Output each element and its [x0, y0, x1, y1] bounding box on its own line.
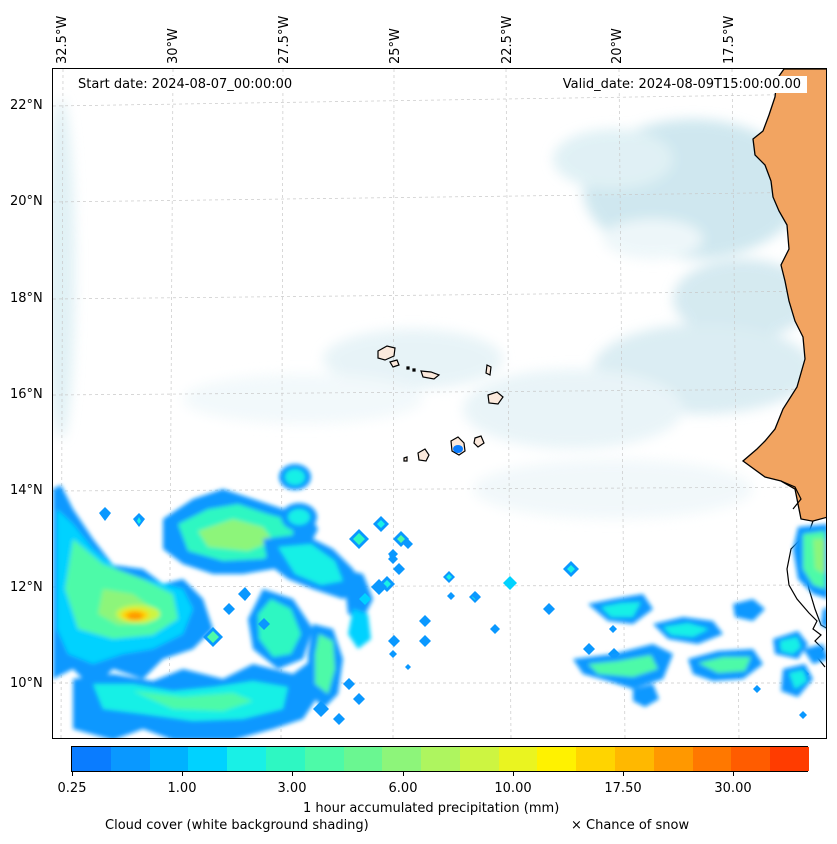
colorbar-step [382, 747, 422, 771]
longitude-label: 20°W [610, 28, 625, 64]
colorbar-tick-mark [182, 772, 183, 776]
colorbar-tick-mark [733, 772, 734, 776]
colorbar-step [149, 747, 189, 771]
colorbar-step [653, 747, 694, 771]
colorbar-tick-mark [623, 772, 624, 776]
precipitation-field [53, 445, 826, 738]
colorbar-step [188, 747, 228, 771]
colorbar-step [692, 747, 732, 771]
colorbar-tick-label: 3.00 [277, 781, 307, 796]
colorbar-step [615, 747, 655, 771]
start-date-label: Start date: 2024-08-07_00:00:00 [72, 76, 299, 93]
latitude-label: 18°N [10, 291, 43, 306]
longitude-label: 32.5°W [55, 15, 70, 64]
longitude-label: 22.5°W [500, 15, 515, 64]
colorbar-tick-label: 17.50 [604, 781, 642, 796]
longitude-label: 27.5°W [277, 15, 292, 64]
cape-verde-islands [377, 345, 504, 462]
colorbar-tick-label: 0.25 [57, 781, 87, 796]
colorbar-step [770, 747, 810, 771]
colorbar-step [731, 747, 771, 771]
colorbar-step [498, 747, 538, 771]
latitude-label: 12°N [10, 580, 43, 595]
colorbar-step [537, 747, 577, 771]
colorbar-step [576, 747, 616, 771]
latitude-label: 22°N [10, 98, 43, 113]
colorbar-step [304, 747, 345, 771]
cloud-cover-note: Cloud cover (white background shading) [105, 818, 369, 833]
snow-chance-note: × Chance of snow [571, 818, 690, 833]
colorbar-step [72, 747, 112, 771]
colorbar-tick-mark [513, 772, 514, 776]
map-canvas [53, 69, 826, 738]
colorbar-tick-label: 30.00 [714, 781, 752, 796]
colorbar-step [459, 747, 500, 771]
longitude-label: 30°W [166, 28, 181, 64]
precip-small-cells [99, 507, 809, 725]
colorbar-tick-mark [292, 772, 293, 776]
map-panel[interactable] [52, 68, 827, 739]
valid-date-label: Valid_date: 2024-08-09T15:00:00.00 [556, 76, 807, 93]
colorbar-step [227, 747, 267, 771]
colorbar-step [343, 747, 383, 771]
cloud-cover-shading [53, 99, 813, 519]
colorbar-step [110, 747, 151, 771]
precipitation-colorbar [71, 746, 810, 772]
colorbar-tick-mark [403, 772, 404, 776]
latitude-label: 16°N [10, 387, 43, 402]
latitude-label: 14°N [10, 483, 43, 498]
latitude-label: 20°N [10, 194, 43, 209]
colorbar-tick-mark [72, 772, 73, 776]
colorbar-step [265, 747, 306, 771]
colorbar-step [421, 747, 461, 771]
colorbar-tick-label: 6.00 [388, 781, 418, 796]
latitude-label: 10°N [10, 676, 43, 691]
colorbar-label: 1 hour accumulated precipitation (mm) [303, 801, 560, 816]
colorbar-tick-label: 10.00 [494, 781, 532, 796]
colorbar-tick-label: 1.00 [167, 781, 197, 796]
longitude-label: 17.5°W [722, 15, 737, 64]
longitude-label: 25°W [388, 28, 403, 64]
